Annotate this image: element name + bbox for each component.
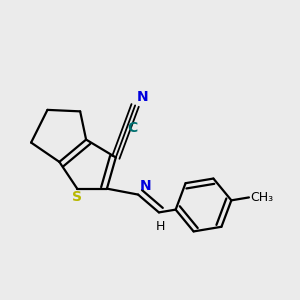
Text: C: C xyxy=(128,121,138,135)
Text: CH₃: CH₃ xyxy=(250,191,274,204)
Text: H: H xyxy=(156,220,165,233)
Text: N: N xyxy=(140,179,151,193)
Text: N: N xyxy=(136,90,148,104)
Text: S: S xyxy=(72,190,82,204)
